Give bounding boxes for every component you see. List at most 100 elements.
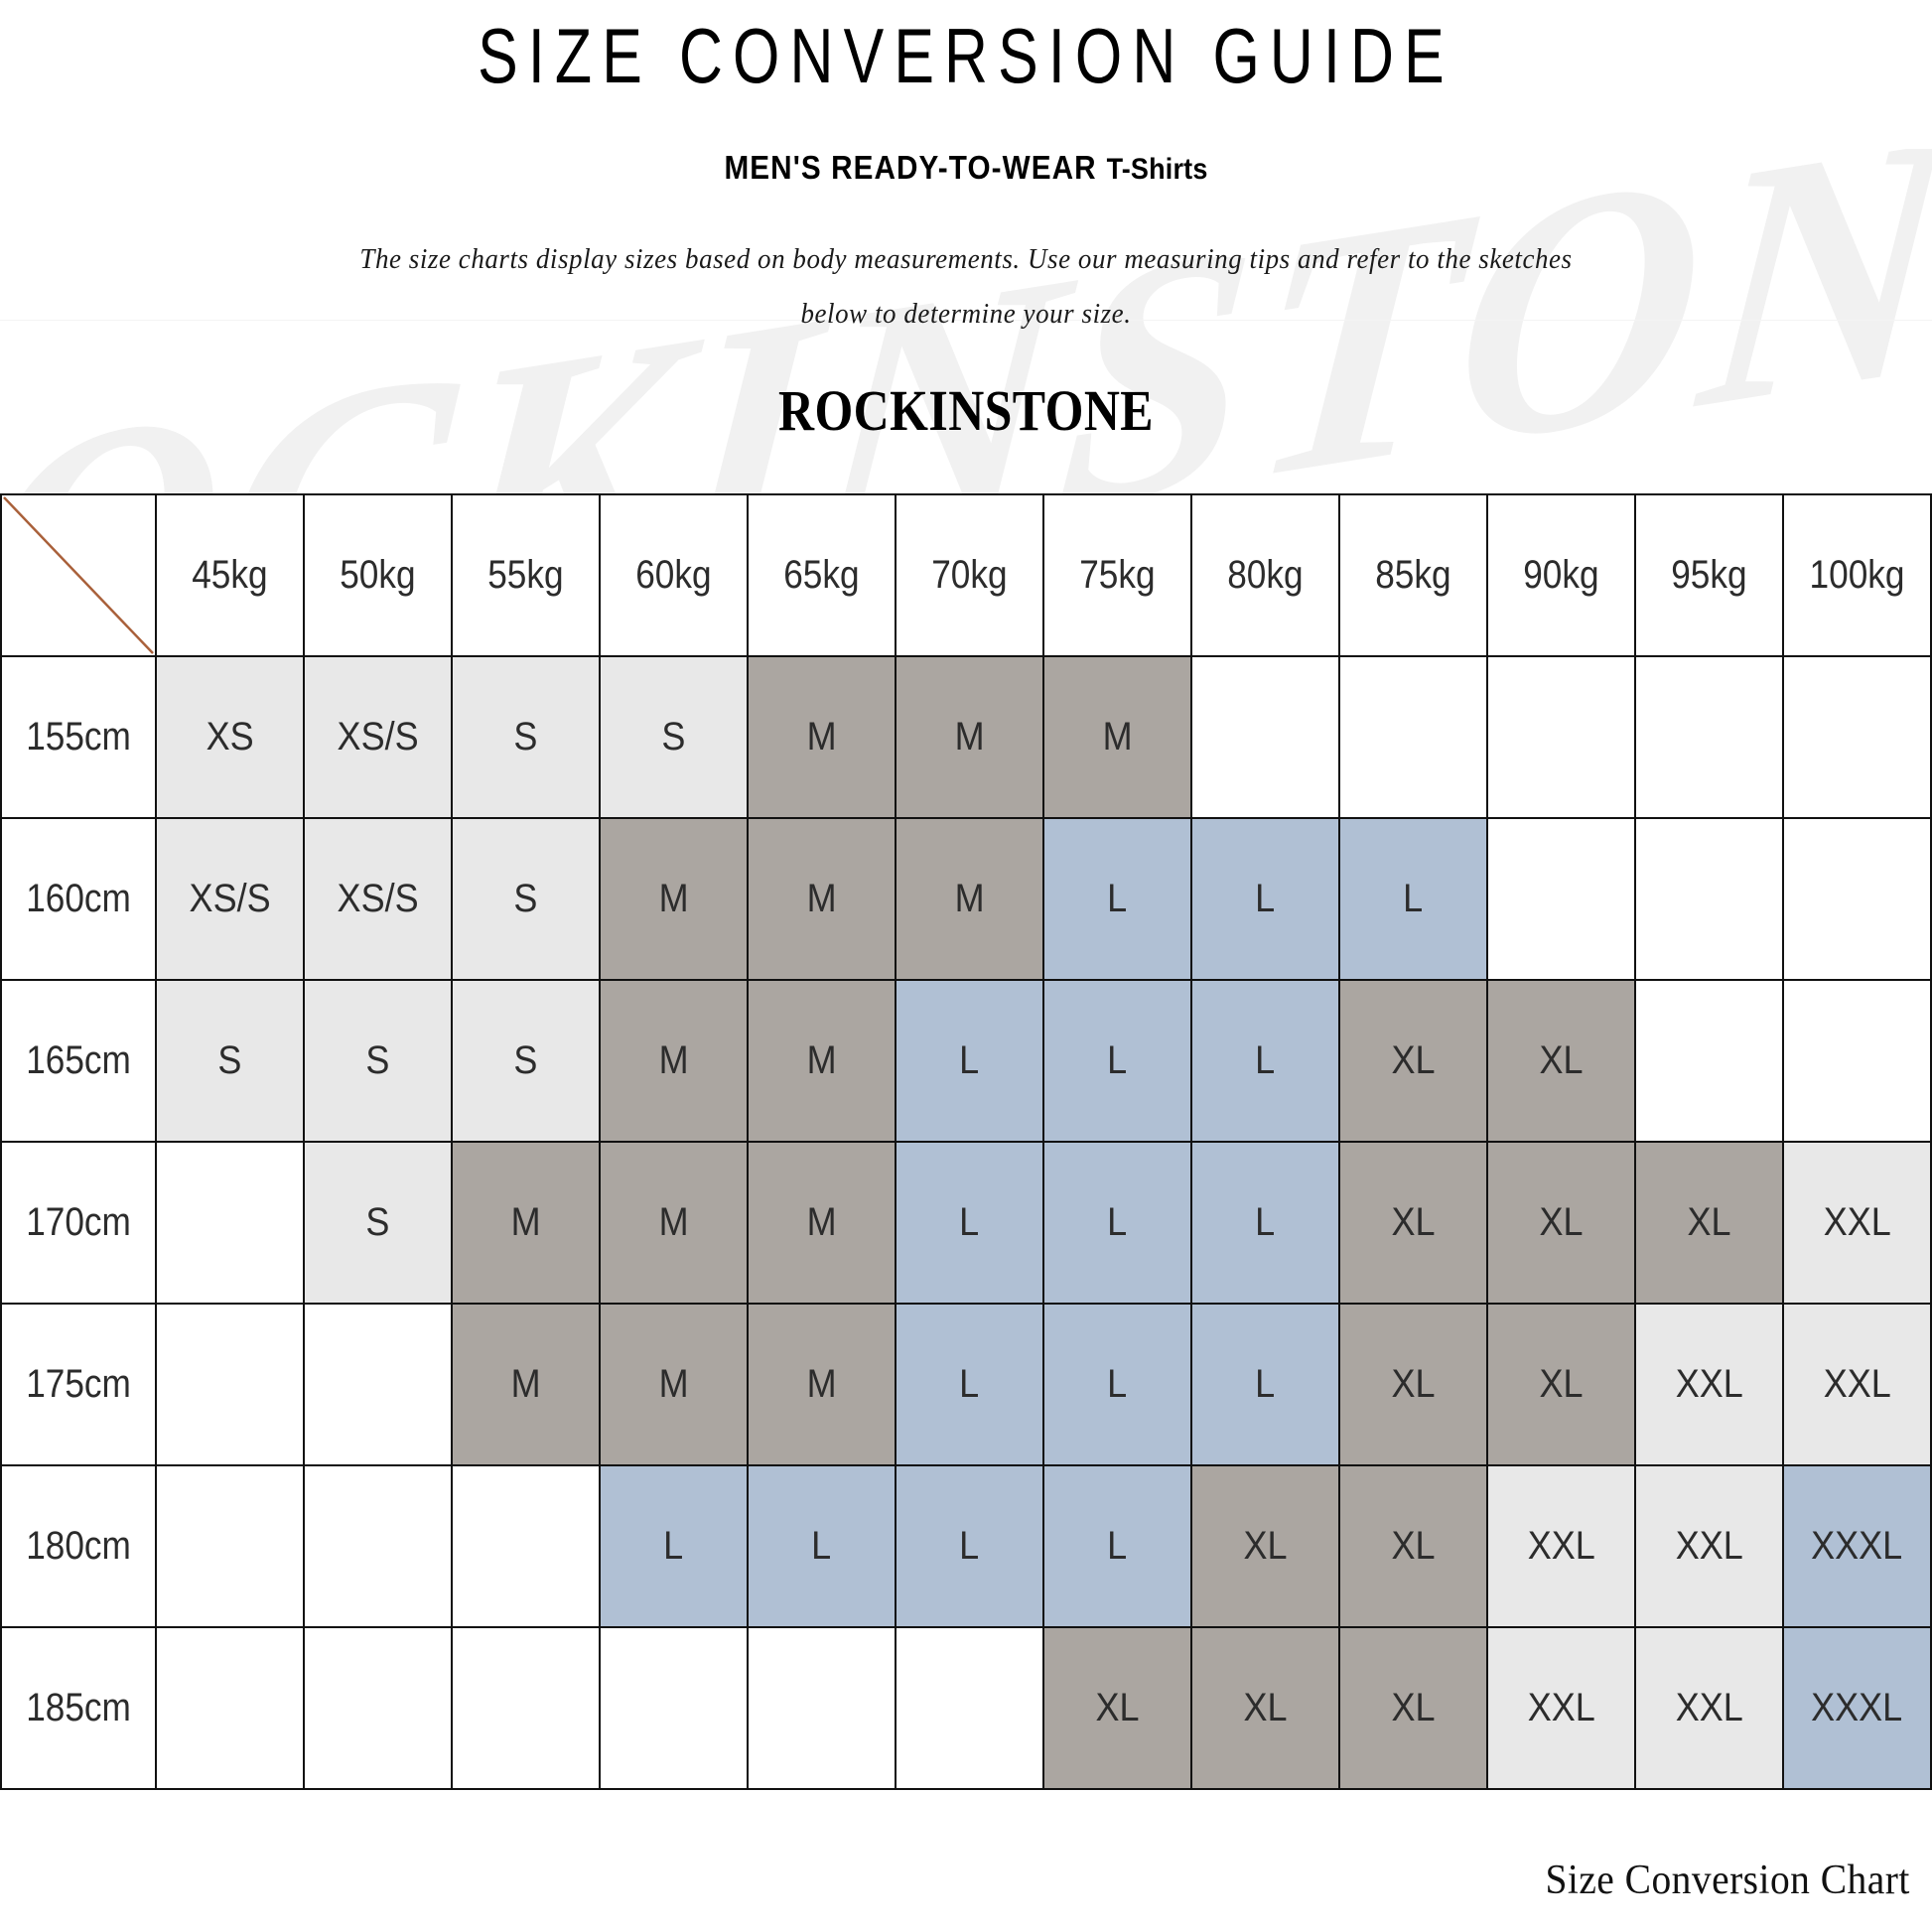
size-cell-label: XL [1539, 1362, 1584, 1406]
size-cell-l[interactable]: L [895, 1464, 1044, 1628]
size-cell-s[interactable]: S [303, 979, 453, 1143]
size-cell-s[interactable]: S [303, 1141, 453, 1305]
document-header: SIZE CONVERSION GUIDE MEN'S READY-TO-WEA… [0, 0, 1932, 443]
size-cell-l[interactable]: L [1042, 1464, 1192, 1628]
size-cell-m[interactable]: M [895, 655, 1044, 819]
size-cell-empty[interactable] [1338, 655, 1488, 819]
size-cell-xxl[interactable]: XXL [1634, 1626, 1784, 1790]
size-cell-m[interactable]: M [599, 1141, 749, 1305]
size-cell-xs-s[interactable]: XS/S [303, 817, 453, 981]
size-cell-empty[interactable] [155, 1303, 305, 1466]
size-cell-empty[interactable] [1782, 979, 1932, 1143]
size-cell-s[interactable]: S [599, 655, 749, 819]
height-row-header: 180cm [0, 1464, 157, 1628]
size-cell-empty[interactable] [747, 1626, 897, 1790]
size-cell-xl[interactable]: XL [1338, 1141, 1488, 1305]
size-cell-empty[interactable] [1190, 655, 1340, 819]
size-cell-xl[interactable]: XL [1486, 1141, 1636, 1305]
size-cell-l[interactable]: L [1190, 1141, 1340, 1305]
size-cell-xxxl[interactable]: XXXL [1782, 1626, 1932, 1790]
size-cell-label: XS/S [337, 877, 419, 920]
size-cell-empty[interactable] [1634, 979, 1784, 1143]
size-cell-s[interactable]: S [451, 817, 601, 981]
size-cell-empty[interactable] [303, 1303, 453, 1466]
size-cell-xxl[interactable]: XXL [1782, 1303, 1932, 1466]
size-cell-xxl[interactable]: XXL [1634, 1303, 1784, 1466]
size-cell-m[interactable]: M [1042, 655, 1192, 819]
size-cell-l[interactable]: L [1190, 1303, 1340, 1466]
size-cell-xl[interactable]: XL [1338, 1303, 1488, 1466]
size-cell-xl[interactable]: XL [1338, 979, 1488, 1143]
size-cell-empty[interactable] [1782, 817, 1932, 981]
size-cell-m[interactable]: M [451, 1141, 601, 1305]
size-cell-l[interactable]: L [1042, 1303, 1192, 1466]
size-cell-empty[interactable] [451, 1464, 601, 1628]
size-cell-xs-s[interactable]: XS/S [155, 817, 305, 981]
height-row-header-label: 170cm [26, 1200, 131, 1244]
size-cell-s[interactable]: S [451, 655, 601, 819]
size-cell-empty[interactable] [1486, 817, 1636, 981]
size-cell-label: M [658, 877, 689, 920]
size-cell-l[interactable]: L [895, 1303, 1044, 1466]
size-cell-l[interactable]: L [599, 1464, 749, 1628]
size-cell-xxl[interactable]: XXL [1782, 1141, 1932, 1305]
size-cell-empty[interactable] [303, 1626, 453, 1790]
size-cell-xl[interactable]: XL [1634, 1141, 1784, 1305]
size-cell-m[interactable]: M [747, 655, 897, 819]
size-cell-m[interactable]: M [747, 1141, 897, 1305]
size-cell-xxl[interactable]: XXL [1486, 1464, 1636, 1628]
size-cell-empty[interactable] [155, 1464, 305, 1628]
size-cell-m[interactable]: M [747, 979, 897, 1143]
size-cell-label: XXL [1823, 1362, 1891, 1406]
size-cell-empty[interactable] [303, 1464, 453, 1628]
size-cell-l[interactable]: L [1338, 817, 1488, 981]
size-cell-l[interactable]: L [895, 1141, 1044, 1305]
size-cell-empty[interactable] [155, 1141, 305, 1305]
size-cell-m[interactable]: M [451, 1303, 601, 1466]
size-cell-s[interactable]: S [155, 979, 305, 1143]
size-cell-l[interactable]: L [1042, 817, 1192, 981]
size-cell-m[interactable]: M [747, 1303, 897, 1466]
size-cell-xl[interactable]: XL [1486, 1303, 1636, 1466]
size-cell-s[interactable]: S [451, 979, 601, 1143]
size-cell-empty[interactable] [895, 1626, 1044, 1790]
size-cell-xxl[interactable]: XXL [1486, 1626, 1636, 1790]
size-cell-empty[interactable] [1634, 817, 1784, 981]
size-cell-label: XL [1243, 1686, 1288, 1729]
size-cell-empty[interactable] [1634, 655, 1784, 819]
size-cell-l[interactable]: L [1042, 1141, 1192, 1305]
size-cell-empty[interactable] [1486, 655, 1636, 819]
size-cell-xl[interactable]: XL [1190, 1626, 1340, 1790]
size-cell-xl[interactable]: XL [1338, 1626, 1488, 1790]
size-cell-xl[interactable]: XL [1486, 979, 1636, 1143]
size-cell-empty[interactable] [1782, 655, 1932, 819]
size-cell-xl[interactable]: XL [1338, 1464, 1488, 1628]
size-cell-l[interactable]: L [1042, 979, 1192, 1143]
size-cell-m[interactable]: M [747, 817, 897, 981]
size-cell-l[interactable]: L [1190, 979, 1340, 1143]
size-cell-xl[interactable]: XL [1190, 1464, 1340, 1628]
size-cell-label: XXXL [1811, 1686, 1903, 1729]
size-cell-xs[interactable]: XS [155, 655, 305, 819]
size-cell-label: L [1107, 1524, 1128, 1568]
size-cell-m[interactable]: M [895, 817, 1044, 981]
size-cell-xs-s[interactable]: XS/S [303, 655, 453, 819]
table-body: 155cm XS XS/S S S M M M 160cm XS/S XS/S S M M M L L L 165c… [0, 655, 1932, 1790]
size-cell-empty[interactable] [155, 1626, 305, 1790]
size-cell-label: XXL [1527, 1686, 1595, 1729]
size-cell-l[interactable]: L [1190, 817, 1340, 981]
size-cell-empty[interactable] [451, 1626, 601, 1790]
size-cell-m[interactable]: M [599, 817, 749, 981]
size-cell-xl[interactable]: XL [1042, 1626, 1192, 1790]
size-cell-label: M [1102, 715, 1133, 759]
size-cell-l[interactable]: L [895, 979, 1044, 1143]
size-cell-m[interactable]: M [599, 979, 749, 1143]
size-cell-empty[interactable] [599, 1626, 749, 1790]
size-cell-m[interactable]: M [599, 1303, 749, 1466]
weight-column-header: 100kg [1782, 493, 1932, 657]
weight-column-header: 75kg [1042, 493, 1192, 657]
size-cell-xxl[interactable]: XXL [1634, 1464, 1784, 1628]
size-cell-l[interactable]: L [747, 1464, 897, 1628]
size-cell-xxxl[interactable]: XXXL [1782, 1464, 1932, 1628]
weight-column-header: 45kg [155, 493, 305, 657]
